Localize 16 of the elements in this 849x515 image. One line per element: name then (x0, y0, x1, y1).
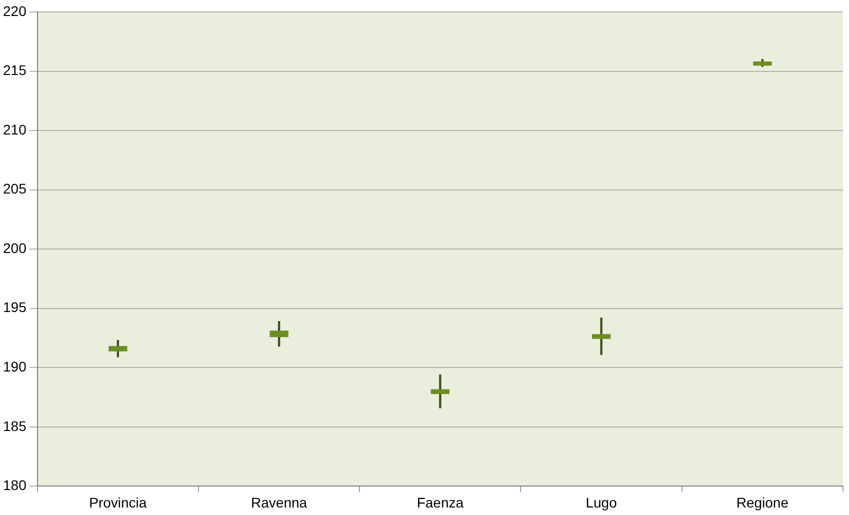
y-tick-label: 180 (3, 477, 27, 494)
y-tick-label: 195 (3, 299, 27, 316)
y-tick-label: 185 (3, 418, 27, 434)
x-tick-label: Ravenna (251, 494, 308, 510)
x-tick-label: Provincia (89, 494, 147, 510)
x-tick-label: Lugo (586, 494, 618, 510)
y-tick-label: 200 (3, 240, 27, 256)
y-tick-label: 190 (3, 358, 27, 375)
x-tick-label: Regione (736, 494, 789, 510)
y-tick-label: 220 (3, 2, 27, 19)
y-tick-label: 205 (3, 180, 27, 197)
y-tick-label: 215 (3, 62, 27, 78)
candlestick (430, 374, 450, 408)
y-tick-label: 210 (3, 121, 27, 138)
candlestick (592, 318, 611, 355)
x-tick-label: Faenza (416, 494, 464, 510)
